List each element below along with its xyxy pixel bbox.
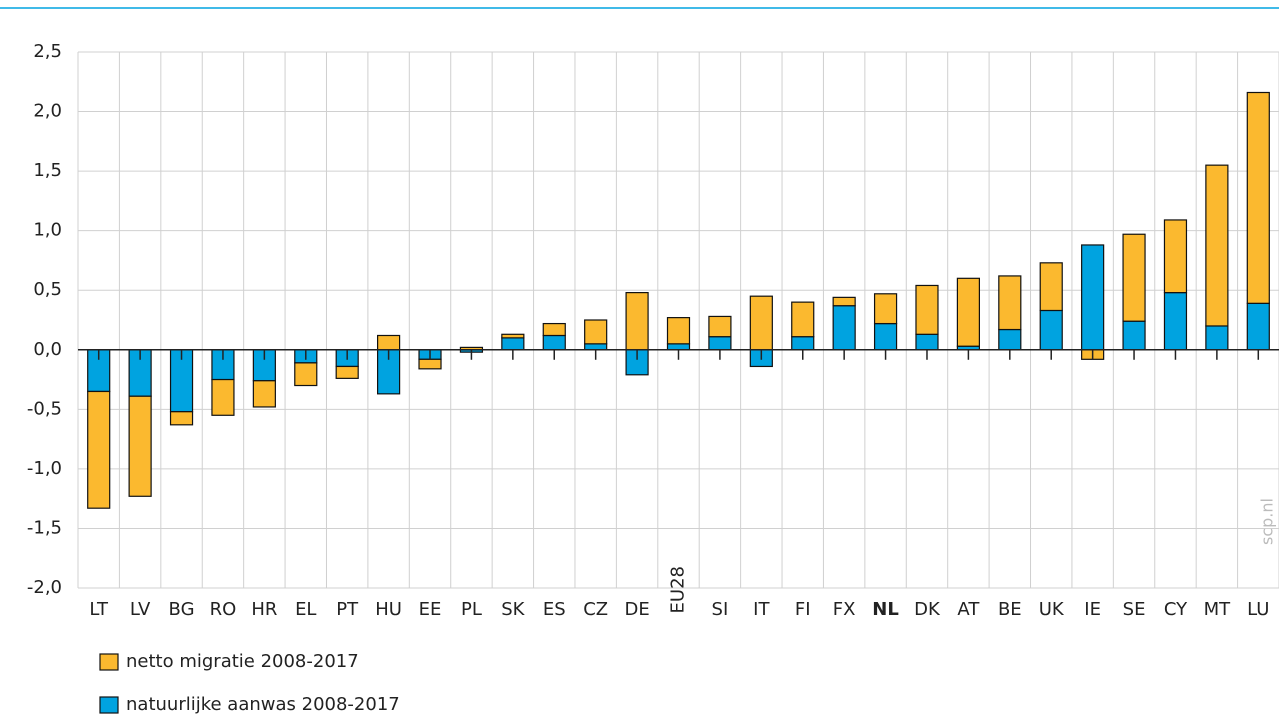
x-tick-label: CZ <box>583 599 608 620</box>
y-tick-label: 2,0 <box>33 101 62 122</box>
y-tick-label: 1,0 <box>33 220 62 241</box>
y-tick-label: -1,0 <box>27 458 62 479</box>
bar-segment <box>832 296 856 307</box>
x-tick-label: IT <box>753 599 770 620</box>
x-tick-label: SI <box>712 599 729 620</box>
bar-segment <box>418 358 442 370</box>
x-tick-label: RO <box>210 599 237 620</box>
x-tick-label: LU <box>1247 599 1269 620</box>
x-tick-label: SK <box>501 599 525 620</box>
bar-segment <box>998 328 1022 351</box>
bar-segment <box>749 295 773 351</box>
bar-segment <box>1122 233 1146 322</box>
legend-swatch <box>99 696 119 714</box>
bar-segment <box>708 336 732 351</box>
bar-segment <box>1205 164 1229 327</box>
bar-segment <box>542 334 566 351</box>
bar-segment <box>1246 302 1270 351</box>
bar-segment <box>584 343 608 351</box>
bar-segment <box>252 380 276 408</box>
x-tick-label: FI <box>795 599 811 620</box>
x-tick-label: EE <box>419 599 442 620</box>
bar-segment <box>1246 91 1270 304</box>
x-tick-label: EU28 <box>668 566 689 613</box>
x-tick-label: LT <box>89 599 109 620</box>
bar-segment <box>1205 325 1229 351</box>
source: scp.nl <box>1258 498 1277 545</box>
bar-segment <box>832 305 856 351</box>
legend-swatch <box>99 653 119 671</box>
x-tick-label: BE <box>998 599 1022 620</box>
x-tick-label: PL <box>461 599 482 620</box>
x-tick-label: AT <box>957 599 980 620</box>
x-tick-label: EL <box>295 599 316 620</box>
x-tick-label: IE <box>1084 599 1101 620</box>
bar-segment <box>666 317 691 345</box>
bar-segment <box>128 395 152 497</box>
bar-segment <box>1163 292 1188 351</box>
bar-segment <box>956 277 980 347</box>
bar-segment <box>542 322 566 337</box>
x-tick-label: HR <box>251 599 277 620</box>
legend-label: netto migratie 2008-2017 <box>126 651 359 672</box>
x-tick-label: ES <box>543 599 566 620</box>
x-tick-label: SE <box>1123 599 1146 620</box>
x-tick-label: BG <box>169 599 195 620</box>
y-tick-label: 2,5 <box>33 41 62 62</box>
y-tick-label: 0,5 <box>33 279 62 300</box>
y-tick-label: 1,5 <box>33 160 62 181</box>
y-tick-label: -2,0 <box>27 577 62 598</box>
bar-segment <box>211 378 235 416</box>
bar-segment <box>666 343 691 351</box>
bar-segment <box>625 292 649 351</box>
bar-segment <box>501 333 525 339</box>
bar-segment <box>915 333 939 351</box>
y-tick-label: 0,0 <box>33 339 62 360</box>
bar-segment <box>87 390 111 509</box>
bar-segment <box>791 301 815 338</box>
bar-segment <box>791 336 815 351</box>
bar-segment <box>1039 309 1063 351</box>
bar-segment <box>501 337 525 351</box>
bar-segment <box>377 334 401 351</box>
bar-segment <box>873 293 898 325</box>
x-tick-label: UK <box>1039 599 1065 620</box>
legend-label: natuurlijke aanwas 2008-2017 <box>126 694 400 715</box>
y-tick-label: -0,5 <box>27 398 62 419</box>
x-tick-label: NL <box>872 599 899 620</box>
bar-segment <box>873 322 898 351</box>
x-tick-label: FX <box>833 599 856 620</box>
bar-segment <box>915 284 939 335</box>
bar-segment <box>335 365 359 379</box>
bar-segment <box>1122 320 1146 351</box>
bar-segment <box>294 362 318 387</box>
x-tick-label: CY <box>1164 599 1188 620</box>
bar-segment <box>998 275 1022 331</box>
bar-segment <box>708 315 732 338</box>
x-tick-label: PT <box>336 599 359 620</box>
x-tick-label: MT <box>1204 599 1232 620</box>
bar-segment <box>1081 244 1105 351</box>
x-tick-label: DE <box>624 599 649 620</box>
x-tick-label: HU <box>375 599 402 620</box>
y-tick-label: -1,5 <box>27 517 62 538</box>
bar-segment <box>584 319 608 345</box>
bar-segment <box>169 411 194 426</box>
bar-segment <box>1039 262 1063 312</box>
x-tick-label: DK <box>914 599 941 620</box>
x-tick-label: LV <box>130 599 151 620</box>
bar-segment <box>1163 219 1188 294</box>
